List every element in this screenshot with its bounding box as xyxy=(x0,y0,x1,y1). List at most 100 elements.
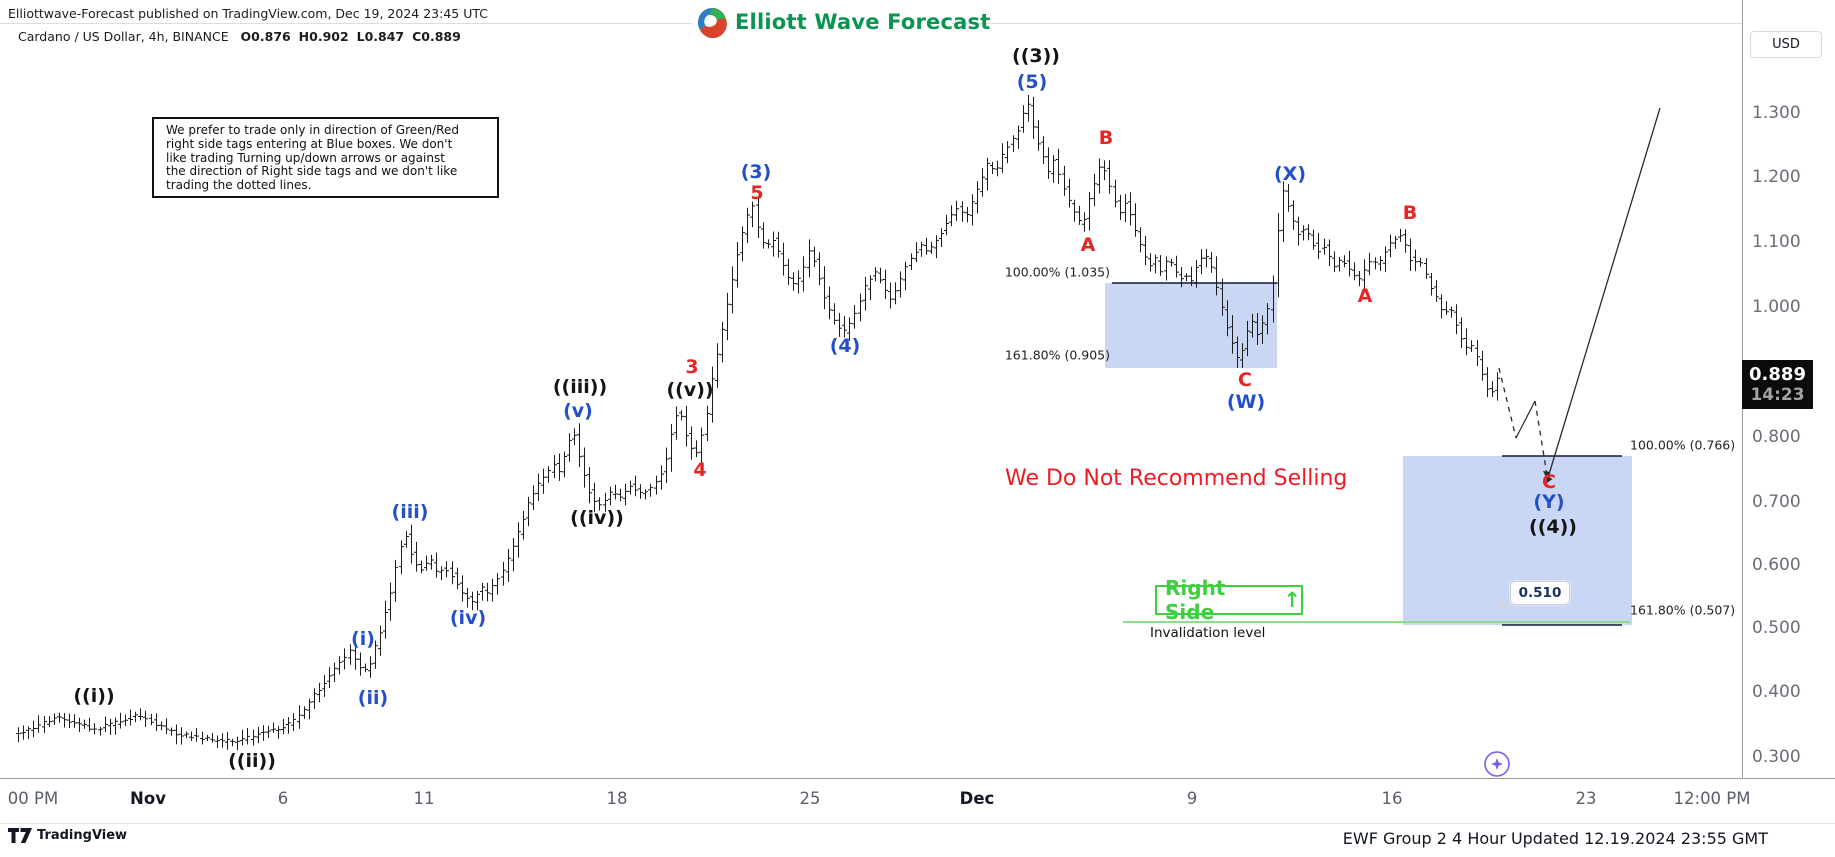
price-tick: 1.200 xyxy=(1752,167,1801,187)
wave-label-3[interactable]: (3) xyxy=(740,161,772,183)
last-price-value: 0.889 xyxy=(1749,363,1806,385)
disclaimer-line: We prefer to trade only in direction of … xyxy=(166,123,459,137)
wave-label-iii[interactable]: (iii) xyxy=(391,501,429,523)
time-tick: Dec xyxy=(959,789,995,808)
ohlc-bars-path xyxy=(16,95,1500,751)
wave-label-C[interactable]: C xyxy=(1238,369,1252,391)
disclaimer-line: like trading Turning up/down arrows or a… xyxy=(166,150,445,165)
wave-label-iii[interactable]: ((iii)) xyxy=(552,376,608,398)
fib-label: 100.00% (1.035) xyxy=(1004,264,1110,280)
price-tick: 1.100 xyxy=(1752,232,1801,252)
time-tick: 18 xyxy=(606,789,628,808)
projection-lines[interactable] xyxy=(1498,107,1661,483)
wave-label-C[interactable]: C xyxy=(1542,471,1556,493)
dashed-path-line[interactable] xyxy=(1534,400,1548,476)
dashed-path-line[interactable] xyxy=(1498,367,1517,439)
ohlc-low: L0.847 xyxy=(356,29,405,44)
wave-label-3[interactable]: ((3)) xyxy=(1012,45,1060,67)
wave-label-iv[interactable]: (iv) xyxy=(449,607,487,629)
fib-label: 100.00% (0.766) xyxy=(1630,437,1736,453)
price-tick: 0.600 xyxy=(1752,555,1801,575)
right-side-label: Right Side xyxy=(1165,576,1226,624)
up-arrow-icon: ↑ xyxy=(1283,587,1301,612)
price-tick: 1.000 xyxy=(1752,297,1801,317)
time-tick: 6 xyxy=(277,789,289,808)
last-price-tag: 0.889 14:23 xyxy=(1742,360,1813,409)
price-tick: 1.300 xyxy=(1752,103,1801,123)
disclaimer-line: trading the dotted lines. xyxy=(166,178,312,193)
wave-label-A[interactable]: A xyxy=(1357,285,1373,307)
blue-box[interactable] xyxy=(1105,283,1277,368)
chart-extras xyxy=(1484,751,1510,777)
price-bars xyxy=(16,95,1500,751)
wave-label-5[interactable]: (5) xyxy=(1016,71,1048,93)
price-axis[interactable]: 1.300 1.200 1.100 1.000 0.800 0.700 0.600 0.500… xyxy=(1742,0,1835,822)
ohlc-open: O0.876 xyxy=(240,29,291,44)
symbol-ohlc-row[interactable]: Cardano / US Dollar, 4h, BINANCE O0.876 … xyxy=(18,29,461,44)
wave-label-i[interactable]: (i) xyxy=(351,628,375,650)
tradingview-label: TradingView xyxy=(37,828,128,843)
currency-usd-button[interactable]: USD xyxy=(1750,31,1822,58)
wave-label-B[interactable]: B xyxy=(1402,202,1418,224)
time-tick: 11 xyxy=(413,789,435,808)
time-tick: 00 PM xyxy=(7,789,59,808)
wave-label-4[interactable]: 4 xyxy=(693,459,707,481)
wave-label-X[interactable]: (X) xyxy=(1273,163,1307,185)
wave-label-ii[interactable]: (ii) xyxy=(357,687,389,709)
fib-retracement-lines[interactable] xyxy=(1112,282,1630,626)
fib-label: 161.80% (0.905) xyxy=(1004,347,1110,363)
wave-label-iv[interactable]: ((iv)) xyxy=(570,507,624,529)
price-callout-0510[interactable]: 0.510 xyxy=(1510,581,1570,605)
ohlc-close: C0.889 xyxy=(412,29,461,44)
blue-target-boxes[interactable] xyxy=(1105,283,1632,625)
wave-label-3[interactable]: 3 xyxy=(685,356,699,378)
time-tick: 25 xyxy=(799,789,821,808)
time-axis[interactable]: 00 PM Nov 6 11 18 25 Dec 9 16 23 12:00 PM xyxy=(0,778,1835,824)
update-stamp: EWF Group 2 4 Hour Updated 12.19.2024 23… xyxy=(1342,829,1768,848)
dashed-arrowhead xyxy=(1543,471,1550,479)
wave-label-ii[interactable]: ((ii)) xyxy=(228,750,276,772)
wave-label-i[interactable]: ((i)) xyxy=(73,685,115,707)
price-tick: 0.700 xyxy=(1752,492,1801,512)
wave-label-B[interactable]: B xyxy=(1098,127,1114,149)
wave-label-4[interactable]: (4) xyxy=(829,335,861,357)
time-tick: 16 xyxy=(1381,789,1403,808)
price-tick: 0.300 xyxy=(1752,747,1801,767)
ohlc-high: H0.902 xyxy=(298,29,349,44)
wave-label-5[interactable]: 5 xyxy=(750,182,764,204)
bullish-projection-line[interactable] xyxy=(1546,107,1661,482)
price-tick: 0.500 xyxy=(1752,618,1801,638)
no-sell-warning[interactable]: We Do Not Recommend Selling xyxy=(1005,466,1348,491)
chart-canvas[interactable] xyxy=(0,0,1742,778)
price-tick: 0.800 xyxy=(1752,427,1801,447)
wave-label-v[interactable]: ((v)) xyxy=(666,379,714,401)
wave-label-W[interactable]: (W) xyxy=(1226,391,1266,413)
disclaimer-line: right side tags entering at Blue boxes. … xyxy=(166,136,453,151)
right-side-tag[interactable]: Right Side ↑ xyxy=(1155,576,1303,624)
time-tick: 12:00 PM xyxy=(1673,789,1751,808)
sparkle-icon xyxy=(1491,758,1503,770)
elliott-wave-forecast-logo: Elliott Wave Forecast xyxy=(696,6,990,38)
header-divider-right xyxy=(952,23,1742,24)
disclaimer-line: the direction of Right side tags and we … xyxy=(166,164,458,179)
symbol-title[interactable]: Cardano / US Dollar, 4h, BINANCE xyxy=(18,29,229,44)
invalidation-level-label: Invalidation level xyxy=(1150,625,1266,641)
published-attribution: Elliottwave-Forecast published on Tradin… xyxy=(8,6,488,21)
time-tick: 9 xyxy=(1186,789,1198,808)
tradingview-icon xyxy=(8,828,32,843)
ewf-swirl-icon xyxy=(697,7,727,38)
header-divider-left xyxy=(0,23,692,24)
price-tick: 0.400 xyxy=(1752,682,1801,702)
wave-label-v[interactable]: (v) xyxy=(563,400,593,422)
zigzag-line xyxy=(1515,400,1536,439)
tradingview-brand-link[interactable]: TradingView xyxy=(8,828,127,843)
logo-wordmark: Elliott Wave Forecast xyxy=(735,10,991,34)
bar-countdown: 14:23 xyxy=(1750,384,1805,405)
wave-label-Y[interactable]: (Y) xyxy=(1533,491,1565,513)
wave-label-A[interactable]: A xyxy=(1080,234,1096,256)
time-tick: Nov xyxy=(130,789,166,808)
wave-label-4[interactable]: ((4)) xyxy=(1529,516,1577,538)
time-tick: 23 xyxy=(1575,789,1597,808)
disclaimer-note-box[interactable]: We prefer to trade only in direction of … xyxy=(152,117,499,198)
